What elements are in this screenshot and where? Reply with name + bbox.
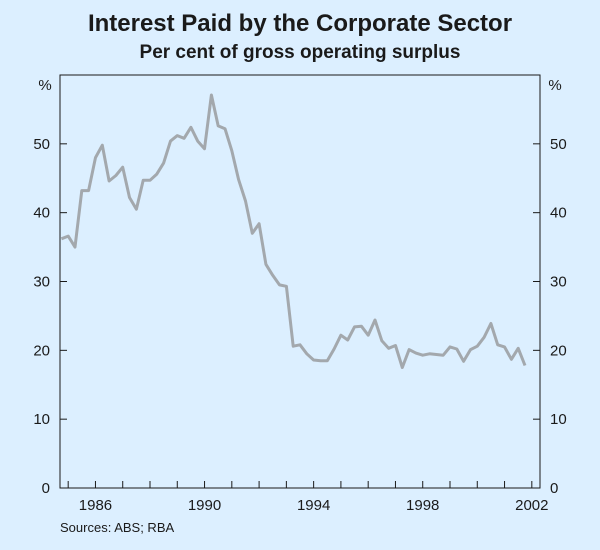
left-axis: 0 10 20 30 40 50 (33, 136, 67, 497)
bottom-axis: 1986 1990 1994 1998 2002 (67, 481, 549, 514)
y-tick-label-right: 10 (550, 411, 567, 428)
series-line (60, 93, 527, 369)
y-tick-label-left: 0 (42, 480, 50, 497)
y-tick-label-left: 40 (33, 205, 50, 222)
x-tick-label: 1998 (406, 497, 439, 514)
y-tick-label-right: 0 (550, 480, 558, 497)
y-tick-label-left: 50 (33, 136, 50, 153)
y-tick-label-left: 30 (33, 274, 50, 291)
chart-subtitle: Per cent of gross operating surplus (139, 42, 461, 63)
y-tick-label-right: 30 (550, 274, 567, 291)
y-tick-label-right: 20 (550, 342, 567, 359)
y-tick-label-left: 20 (33, 342, 50, 359)
plot-area-frame (59, 74, 541, 489)
x-tick-label: 1994 (297, 497, 330, 514)
sources-note: Sources: ABS; RBA (60, 520, 175, 535)
x-tick-label: 1990 (188, 497, 221, 514)
x-tick-label: 2002 (515, 497, 548, 514)
right-axis: 0 10 20 30 40 50 (533, 136, 567, 497)
y-axis-unit-right: % (548, 77, 561, 94)
chart-title: Interest Paid by the Corporate Sector (87, 10, 513, 37)
y-tick-label-left: 10 (33, 411, 50, 428)
y-tick-label-right: 50 (550, 136, 567, 153)
x-tick-label: 1986 (79, 497, 112, 514)
y-axis-unit-left: % (38, 77, 51, 94)
y-tick-label-right: 40 (550, 205, 567, 222)
